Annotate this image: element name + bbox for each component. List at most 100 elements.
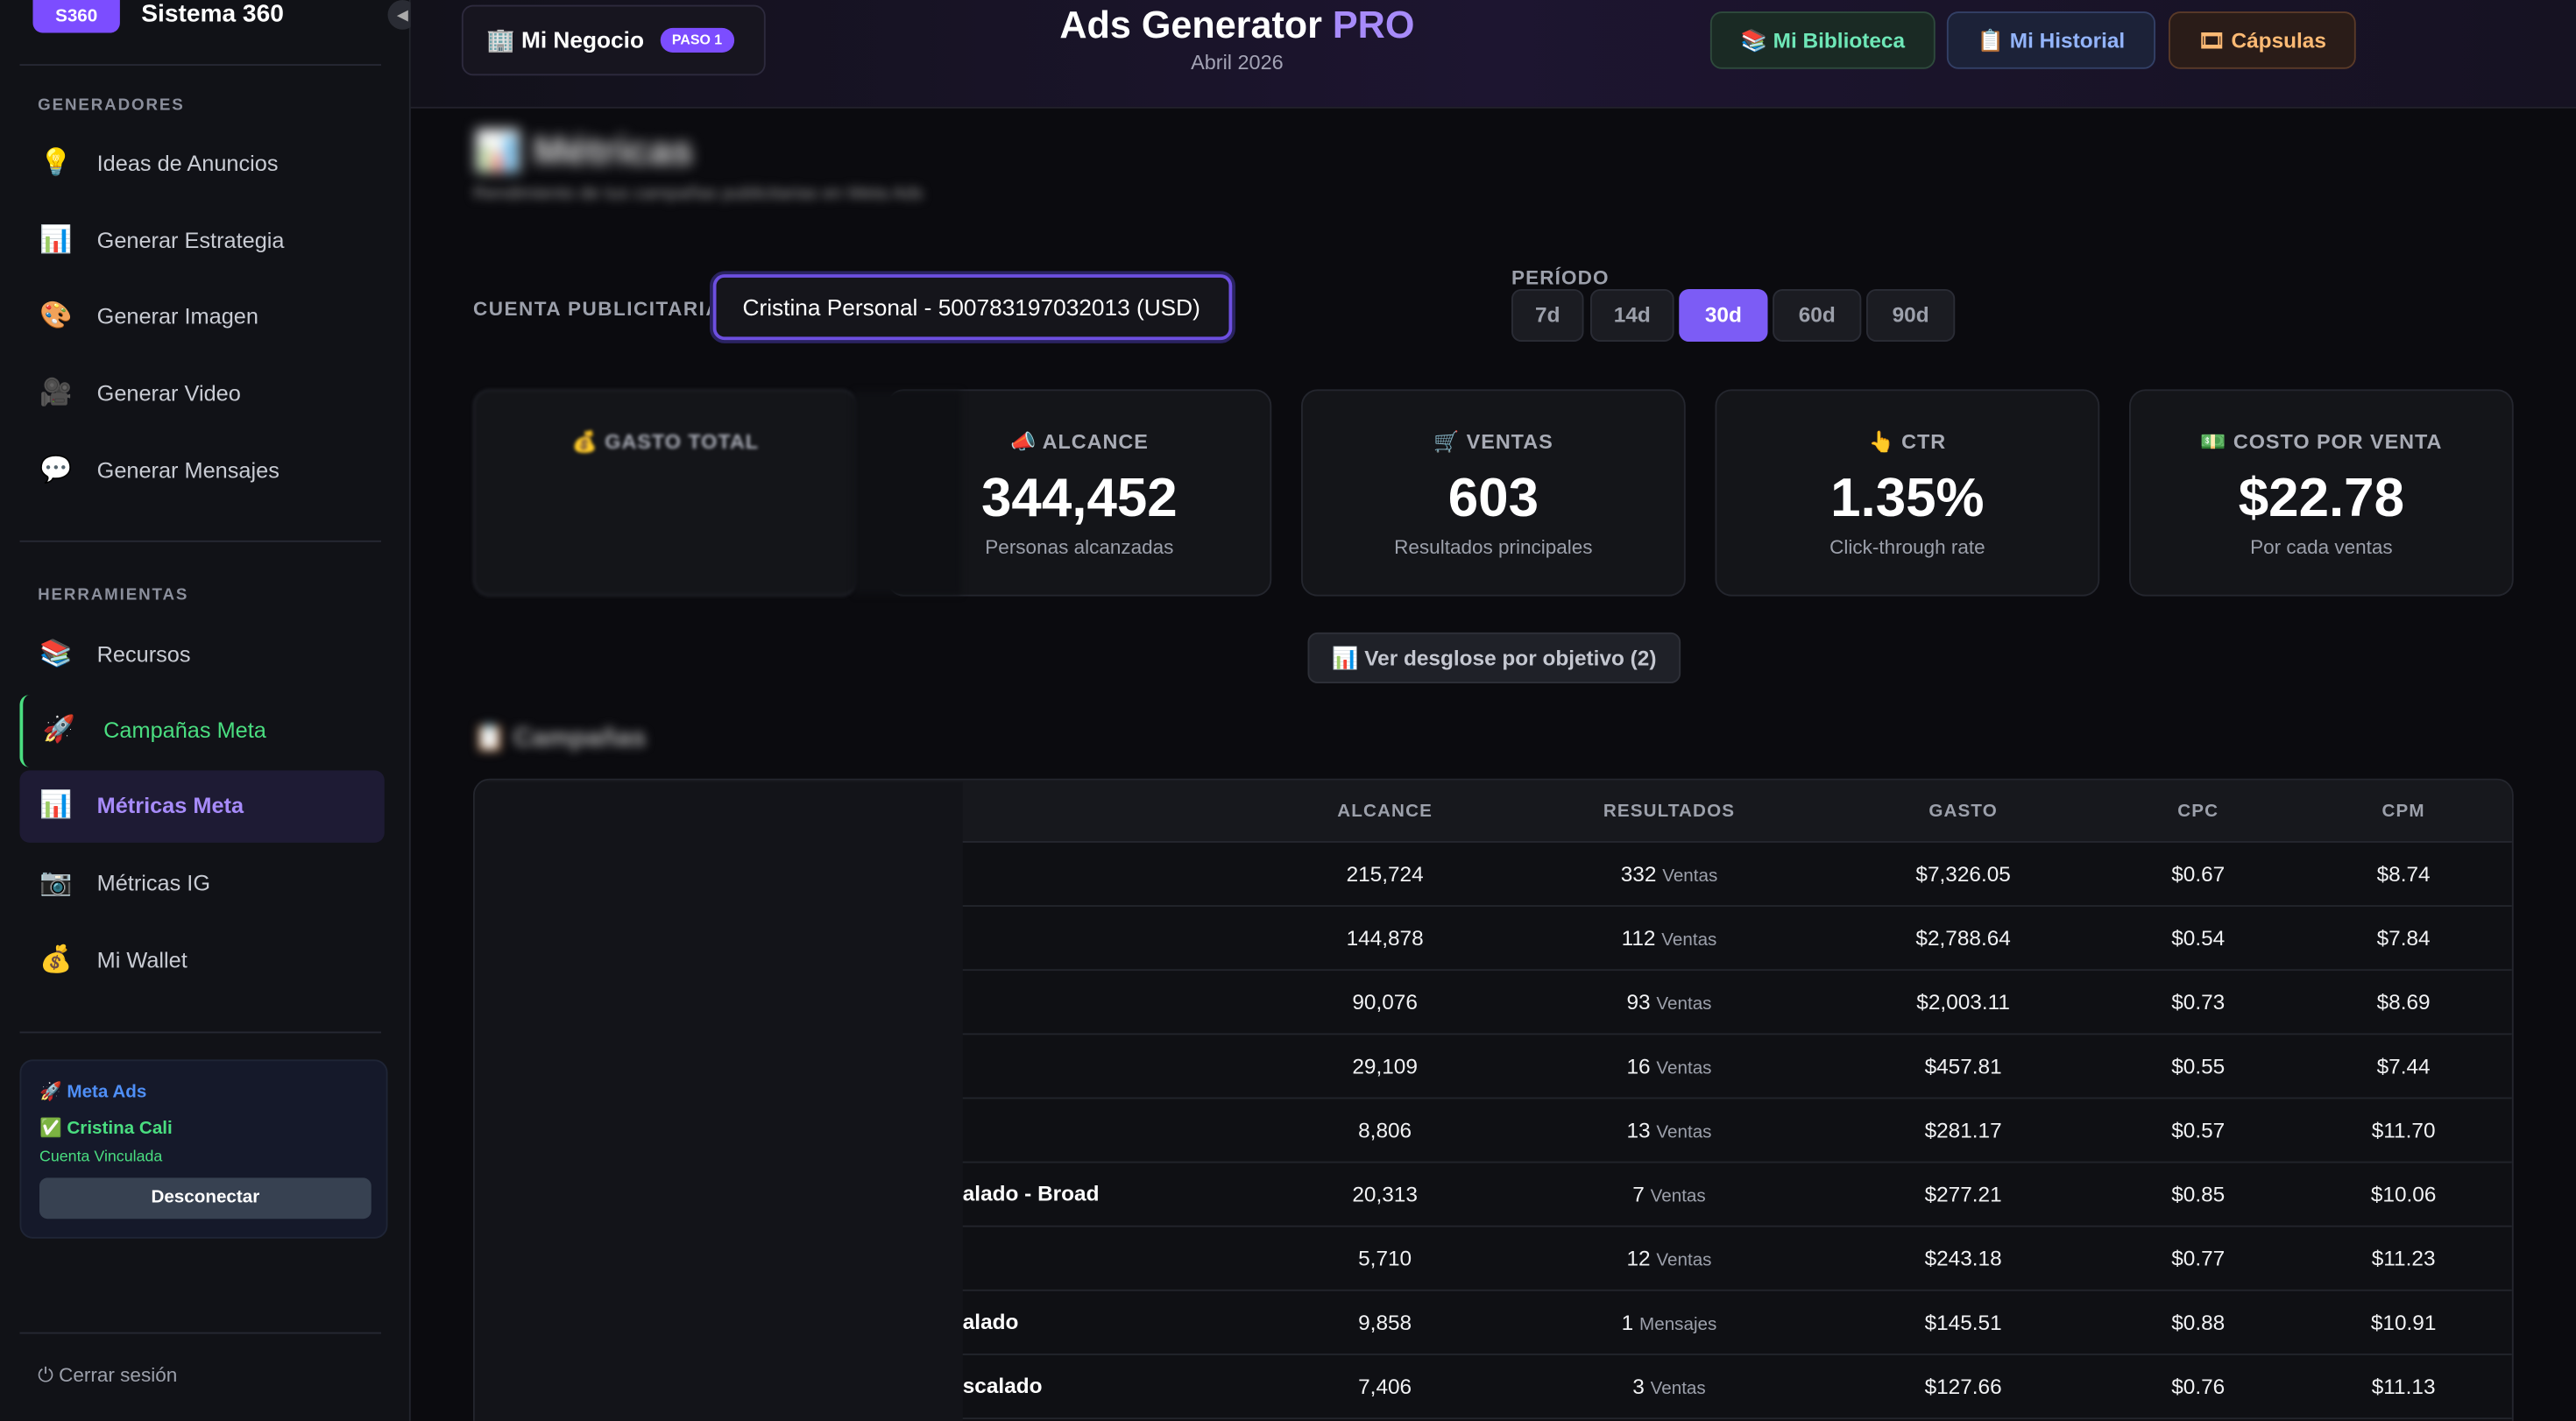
results-unit: Ventas bbox=[1656, 1058, 1712, 1078]
campaign-table: ALCANCE RESULTADOS GASTO CPC CPM 215,724 332 V… bbox=[473, 778, 2514, 1421]
nav-label: Ideas de Anuncios bbox=[96, 151, 279, 176]
business-button[interactable]: 🏢 Mi Negocio PASO 1 bbox=[461, 4, 766, 76]
row-divider bbox=[474, 1225, 2512, 1227]
table-cell: $127.66 bbox=[1924, 1374, 2002, 1399]
campaigns-title: 📋 Campañas bbox=[473, 724, 647, 753]
nav-icon: 🚀 bbox=[42, 716, 76, 745]
column-header: CPC bbox=[2177, 802, 2219, 822]
step-badge: PASO 1 bbox=[660, 27, 734, 53]
title-main: Ads Generator bbox=[1059, 3, 1322, 46]
nav-icon: 🎨 bbox=[39, 302, 73, 330]
section-title: GENERADORES bbox=[38, 96, 185, 116]
table-cell: $0.73 bbox=[2171, 989, 2226, 1014]
header: 🏢 Mi Negocio PASO 1 Ads Generator PRO Ab… bbox=[410, 0, 2576, 109]
results-cell: 16 Ventas bbox=[1626, 1054, 1711, 1078]
table-cell: 20,313 bbox=[1352, 1182, 1418, 1207]
column-header: CPM bbox=[2381, 802, 2425, 822]
nav-icon: 📊 bbox=[39, 226, 73, 255]
period-button[interactable]: 14d bbox=[1590, 289, 1674, 342]
period-button[interactable]: 90d bbox=[1866, 289, 1956, 342]
results-value: 93 bbox=[1626, 989, 1651, 1014]
account-select[interactable]: Cristina Personal - 500783197032013 (USD… bbox=[712, 274, 1233, 341]
skeleton-overlay bbox=[854, 391, 961, 595]
nav-item[interactable]: 🎥 Generar Video bbox=[20, 358, 385, 431]
nav-label: Métricas Meta bbox=[96, 793, 244, 818]
row-divider bbox=[474, 1161, 2512, 1163]
nav-item[interactable]: 💰 Mi Wallet bbox=[20, 925, 385, 998]
nav-item[interactable]: 📊 Generar Estrategia bbox=[20, 205, 385, 278]
nav-item[interactable]: 📊 Métricas Meta bbox=[19, 770, 385, 843]
metric-card: 💵 COSTO POR VENTA $22.78 Por cada ventas bbox=[2129, 389, 2514, 597]
table-cell: $243.18 bbox=[1924, 1246, 2002, 1271]
meta-account: ✅ Cristina Cali bbox=[39, 1118, 173, 1139]
nav-item[interactable]: 💬 Generar Mensajes bbox=[20, 435, 385, 508]
logo-badge: S360 bbox=[32, 0, 120, 33]
nav-item[interactable]: 📚 Recursos bbox=[20, 619, 385, 692]
results-unit: Ventas bbox=[1662, 866, 1718, 887]
nav-icon: 📷 bbox=[39, 868, 73, 897]
results-unit: Ventas bbox=[1656, 994, 1712, 1014]
table-cell: 7,406 bbox=[1358, 1374, 1412, 1399]
metric-value: 344,452 bbox=[981, 466, 1178, 527]
table-cell: $0.55 bbox=[2171, 1053, 2226, 1078]
table-cell: 215,724 bbox=[1346, 861, 1424, 887]
results-unit: Ventas bbox=[1661, 930, 1717, 951]
logout[interactable]: ⏻ Cerrar sesión bbox=[38, 1363, 178, 1387]
divider bbox=[19, 64, 381, 66]
table-cell: $2,003.11 bbox=[1916, 989, 2010, 1014]
results-cell: 93 Ventas bbox=[1626, 990, 1711, 1014]
row-divider bbox=[474, 1033, 2512, 1036]
row-divider bbox=[474, 905, 2512, 907]
breakdown-button[interactable]: 📊 Ver desglose por objetivo (2) bbox=[1307, 632, 1681, 683]
table-cell: $7.44 bbox=[2376, 1053, 2431, 1078]
meta-box: 🚀 Meta Ads ✅ Cristina Cali Cuenta Vincul… bbox=[19, 1059, 388, 1239]
metric-card: 👆 CTR 1.35% Click-through rate bbox=[1715, 389, 2100, 597]
results-cell: 332 Ventas bbox=[1621, 861, 1718, 886]
period-label: PERÍODO bbox=[1511, 265, 1610, 289]
period-button[interactable]: 30d bbox=[1679, 289, 1768, 342]
section-title: HERRAMIENTAS bbox=[38, 586, 189, 604]
results-unit: Mensajes bbox=[1639, 1314, 1717, 1335]
period-button[interactable]: 7d bbox=[1511, 289, 1584, 342]
table-cell: $0.54 bbox=[2171, 925, 2226, 951]
metric-value: 1.35% bbox=[1830, 466, 1985, 527]
table-cell: $2,788.64 bbox=[1915, 925, 2011, 951]
header-button[interactable]: 📋 Mi Historial bbox=[1946, 11, 2155, 69]
table-cell: 144,878 bbox=[1346, 925, 1424, 951]
metric-label: 💰 GASTO TOTAL bbox=[571, 430, 759, 454]
metric-card: 💰 GASTO TOTAL bbox=[473, 389, 858, 597]
nav-item[interactable]: 📷 Métricas IG bbox=[20, 848, 385, 921]
table-cell: $0.85 bbox=[2171, 1182, 2226, 1207]
nav-item[interactable]: 🚀 Campañas Meta bbox=[19, 695, 388, 767]
results-cell: 112 Ventas bbox=[1622, 926, 1717, 951]
results-cell: 13 Ventas bbox=[1626, 1118, 1711, 1142]
table-cell: $11.13 bbox=[2371, 1374, 2436, 1399]
metric-sub: Click-through rate bbox=[1829, 535, 1985, 559]
results-unit: Ventas bbox=[1650, 1379, 1706, 1399]
nav-icon: 📚 bbox=[39, 640, 73, 669]
header-button[interactable]: 🎞 Cápsulas bbox=[2169, 11, 2356, 69]
table-cell: $10.91 bbox=[2370, 1310, 2437, 1335]
campaign-name: alado - Broad bbox=[962, 1181, 1100, 1206]
sidebar: S360 Sistema 360 ◀ 🚀 Meta Ads ✅ Cristina… bbox=[0, 0, 418, 1421]
disconnect-button[interactable]: Desconectar bbox=[39, 1177, 372, 1220]
nav-label: Campañas Meta bbox=[103, 718, 266, 743]
metric-sub: Resultados principales bbox=[1394, 535, 1593, 559]
nav-item[interactable]: 💡 Ideas de Anuncios bbox=[20, 128, 385, 201]
table-cell: $8.74 bbox=[2376, 861, 2431, 887]
results-value: 16 bbox=[1626, 1053, 1651, 1078]
results-value: 13 bbox=[1626, 1117, 1651, 1143]
metric-label: 📣 ALCANCE bbox=[1009, 430, 1149, 454]
nav-item[interactable]: 🎨 Generar Imagen bbox=[20, 281, 385, 354]
table-cell: $7.84 bbox=[2376, 925, 2431, 951]
name-overlay bbox=[474, 781, 963, 1421]
nav-label: Generar Estrategia bbox=[96, 228, 285, 253]
table-cell: $0.88 bbox=[2171, 1310, 2226, 1335]
row-divider bbox=[474, 1289, 2512, 1291]
table-cell: $0.77 bbox=[2171, 1246, 2226, 1271]
header-button[interactable]: 📚 Mi Biblioteca bbox=[1709, 11, 1936, 69]
table-cell: $0.67 bbox=[2171, 861, 2226, 887]
period-button[interactable]: 60d bbox=[1773, 289, 1862, 342]
results-value: 332 bbox=[1620, 861, 1657, 887]
